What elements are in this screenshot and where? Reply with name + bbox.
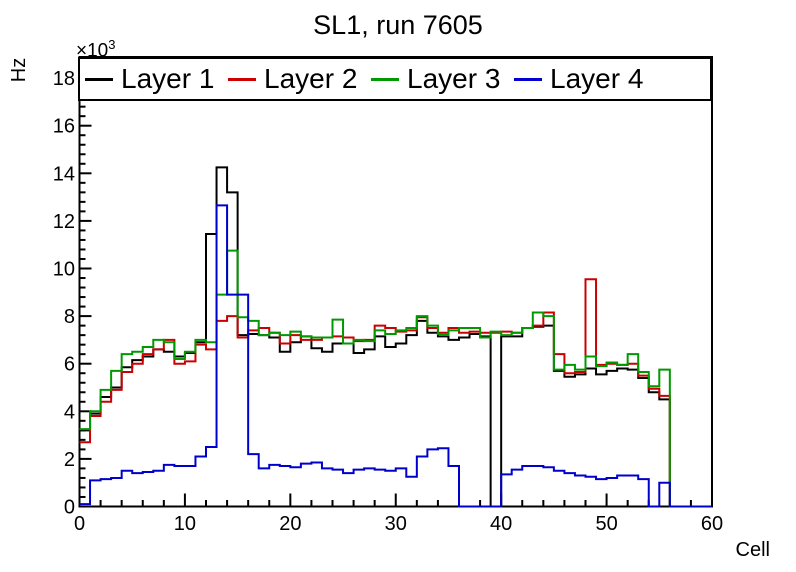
legend-line-sample [371, 77, 399, 81]
svg-text:4: 4 [64, 401, 75, 423]
svg-text:14: 14 [53, 163, 75, 185]
svg-text:40: 40 [490, 513, 512, 535]
legend-line-sample [228, 77, 256, 81]
legend-label: Layer 4 [550, 63, 644, 94]
svg-text:2: 2 [64, 449, 75, 471]
svg-text:16: 16 [53, 116, 75, 138]
svg-text:0: 0 [64, 497, 75, 519]
svg-text:0: 0 [74, 513, 85, 535]
y-axis-exponent: ×103 [76, 37, 115, 62]
svg-text:6: 6 [64, 354, 75, 376]
svg-text:50: 50 [595, 513, 617, 535]
svg-text:30: 30 [385, 513, 407, 535]
legend-entry-layer-4: Layer 4 [514, 59, 643, 99]
x-axis-tick-labels: 0 10 20 30 40 50 60 [74, 513, 723, 535]
legend-label: Layer 2 [264, 63, 358, 94]
svg-text:20: 20 [279, 513, 301, 535]
y-axis-tick-labels: 0 2 4 6 8 10 12 14 16 18 [53, 68, 75, 518]
legend-label: Layer 1 [121, 63, 215, 94]
svg-text:10: 10 [174, 513, 196, 535]
chart-title: SL1, run 7605 [313, 10, 483, 40]
y-axis-title: Hz [8, 57, 30, 83]
svg-text:12: 12 [53, 211, 75, 233]
series-layer-2 [79, 278, 712, 508]
legend-entry-layer-3: Layer 3 [371, 59, 500, 99]
series-layer-4 [79, 204, 712, 508]
y-axis-ticks [79, 58, 92, 508]
legend-entry-layer-2: Layer 2 [228, 59, 357, 99]
x-axis-title: Cell [735, 539, 770, 561]
exponent-power: 3 [108, 37, 116, 52]
legend-box: Layer 1 Layer 2 Layer 3 Layer 4 [78, 57, 712, 101]
series-layer-1 [79, 166, 712, 508]
legend-line-sample [514, 77, 542, 81]
legend-entry-layer-1: Layer 1 [85, 59, 214, 99]
series-layer-3 [79, 249, 712, 508]
x-axis-ticks [78, 493, 713, 507]
svg-text:60: 60 [701, 513, 723, 535]
exponent-base: ×10 [76, 40, 109, 62]
plot-frame [78, 56, 713, 508]
svg-text:8: 8 [64, 306, 75, 328]
svg-text:18: 18 [53, 68, 75, 90]
legend-line-sample [85, 77, 113, 81]
svg-text:10: 10 [53, 259, 75, 281]
legend-label: Layer 3 [407, 63, 501, 94]
